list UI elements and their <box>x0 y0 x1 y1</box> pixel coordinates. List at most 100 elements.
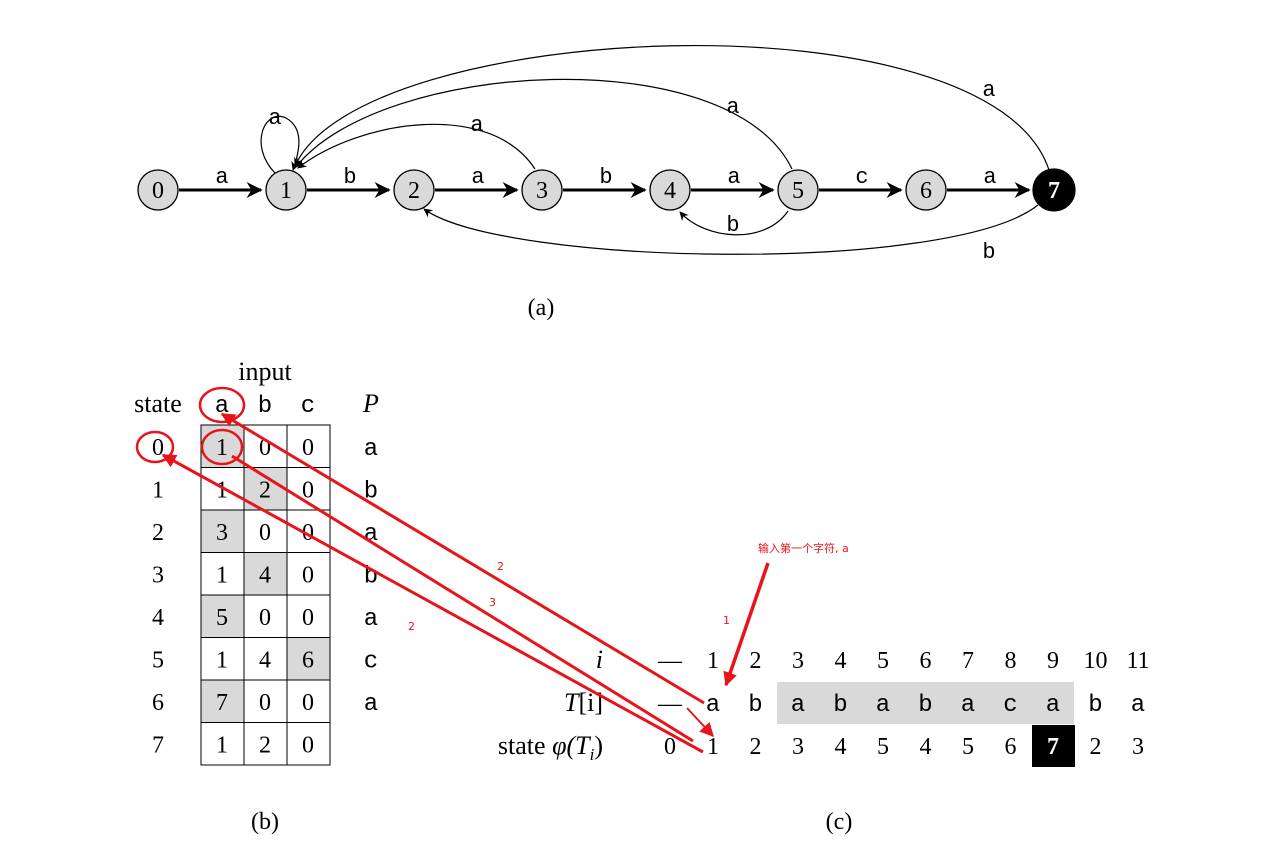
highlight-cell <box>201 680 244 723</box>
edge-label: a <box>470 113 483 138</box>
state-value: 2 <box>750 734 762 760</box>
state-value: 5 <box>962 734 974 760</box>
edge-label: a <box>726 95 739 120</box>
edge-label: a <box>268 106 281 131</box>
state-node <box>649 169 691 211</box>
cell-c: 0 <box>302 520 314 546</box>
highlight-cell <box>244 552 287 595</box>
cell-a: 5 <box>216 605 228 631</box>
cell-b: 4 <box>259 563 271 589</box>
text-char: b <box>1088 692 1102 719</box>
edge-label: a <box>727 165 740 190</box>
cell-a: 1 <box>216 648 228 674</box>
cell-a: 1 <box>216 733 228 759</box>
column-header-c: c <box>301 393 315 420</box>
state-label: 0 <box>152 178 164 204</box>
pattern-char: a <box>364 691 378 718</box>
annotation-arrow-3 <box>231 454 694 743</box>
state-header: state <box>134 389 182 418</box>
cell-b: 4 <box>259 648 271 674</box>
state-value: 7 <box>1047 734 1059 760</box>
cell-b: 0 <box>259 520 271 546</box>
automaton-diagram: 0 1 2 3 4 5 6 7 a b a b a c a a a a a b … <box>137 45 1076 321</box>
text-char: a <box>1131 692 1145 719</box>
row-state-label: 6 <box>152 690 164 716</box>
index-value: 4 <box>835 648 847 674</box>
state-node <box>393 169 435 211</box>
text-char: a <box>961 692 975 719</box>
text-char: b <box>748 692 762 719</box>
cell-c: 0 <box>302 605 314 631</box>
index-value: 8 <box>1005 648 1017 674</box>
index-value: 10 <box>1084 648 1108 674</box>
cell-a: 1 <box>216 478 228 504</box>
accept-state-node <box>1032 168 1076 212</box>
cell-b: 2 <box>259 733 271 759</box>
state-node <box>265 169 307 211</box>
cell-a: 1 <box>216 563 228 589</box>
annotation-arrow-note <box>723 562 770 687</box>
text-char: a <box>706 692 720 719</box>
pattern-char: c <box>364 649 378 676</box>
state-node <box>905 169 947 211</box>
annotation-circle <box>200 428 244 466</box>
row-label-text: T[i] <box>564 688 603 717</box>
row-state-label: 2 <box>152 520 164 546</box>
column-header-a: a <box>215 393 229 420</box>
cell-a: 7 <box>216 690 228 716</box>
state-value: 5 <box>877 734 889 760</box>
state-value: 1 <box>707 734 719 760</box>
caption-b: (b) <box>251 809 279 835</box>
edge-5-1 <box>295 78 793 170</box>
edge-label: c <box>855 165 868 190</box>
cell-c: 0 <box>302 563 314 589</box>
text-char: a <box>791 692 805 719</box>
accept-state-label: 7 <box>1048 178 1060 204</box>
highlight-cell <box>287 637 330 680</box>
edge-label: b <box>599 165 612 190</box>
caption-a: (a) <box>528 295 555 321</box>
edge-label: b <box>726 213 739 238</box>
edge-label: b <box>982 240 995 265</box>
cell-b: 0 <box>259 605 271 631</box>
edge-loop-1 <box>260 115 300 174</box>
state-value: 3 <box>792 734 804 760</box>
edge-5-4 <box>679 210 789 236</box>
cell-c: 0 <box>302 435 314 461</box>
cell-a: 1 <box>216 435 228 461</box>
annotation-number: 3 <box>489 596 496 609</box>
row-state-label: 0 <box>152 435 164 461</box>
index-value: 9 <box>1047 648 1059 674</box>
highlight-cell <box>201 510 244 553</box>
row-state-label: 1 <box>152 478 164 504</box>
row-state-label: 3 <box>152 563 164 589</box>
pattern-char: a <box>364 606 378 633</box>
p-header: P <box>362 389 379 418</box>
annotation-arrow-to-state <box>686 707 714 738</box>
annotation-number: 2 <box>408 620 415 633</box>
row-state-label: 7 <box>152 733 164 759</box>
input-header: input <box>238 357 292 386</box>
state-node <box>777 169 819 211</box>
edge-7-1 <box>294 45 1050 171</box>
state-label: 3 <box>536 178 548 204</box>
annotation-number: 2 <box>497 560 504 573</box>
column-header-b: b <box>258 393 272 420</box>
text-char: a <box>876 692 890 719</box>
annotation-note: 输入第一个字符, a <box>758 541 849 555</box>
pattern-char: b <box>364 479 378 506</box>
row-state-label: 4 <box>152 605 164 631</box>
accept-highlight <box>1032 725 1075 767</box>
edge-label: a <box>982 78 995 103</box>
cell-c: 0 <box>302 733 314 759</box>
edge-label: b <box>343 165 356 190</box>
edge-label: a <box>983 165 996 190</box>
text-char: a <box>1046 692 1060 719</box>
state-value: 4 <box>920 734 932 760</box>
dash: — <box>657 648 683 674</box>
state-label: 4 <box>664 178 676 204</box>
state-node <box>521 169 563 211</box>
edge-label: a <box>215 165 228 190</box>
table-grid <box>200 424 331 766</box>
pattern-char: a <box>364 436 378 463</box>
